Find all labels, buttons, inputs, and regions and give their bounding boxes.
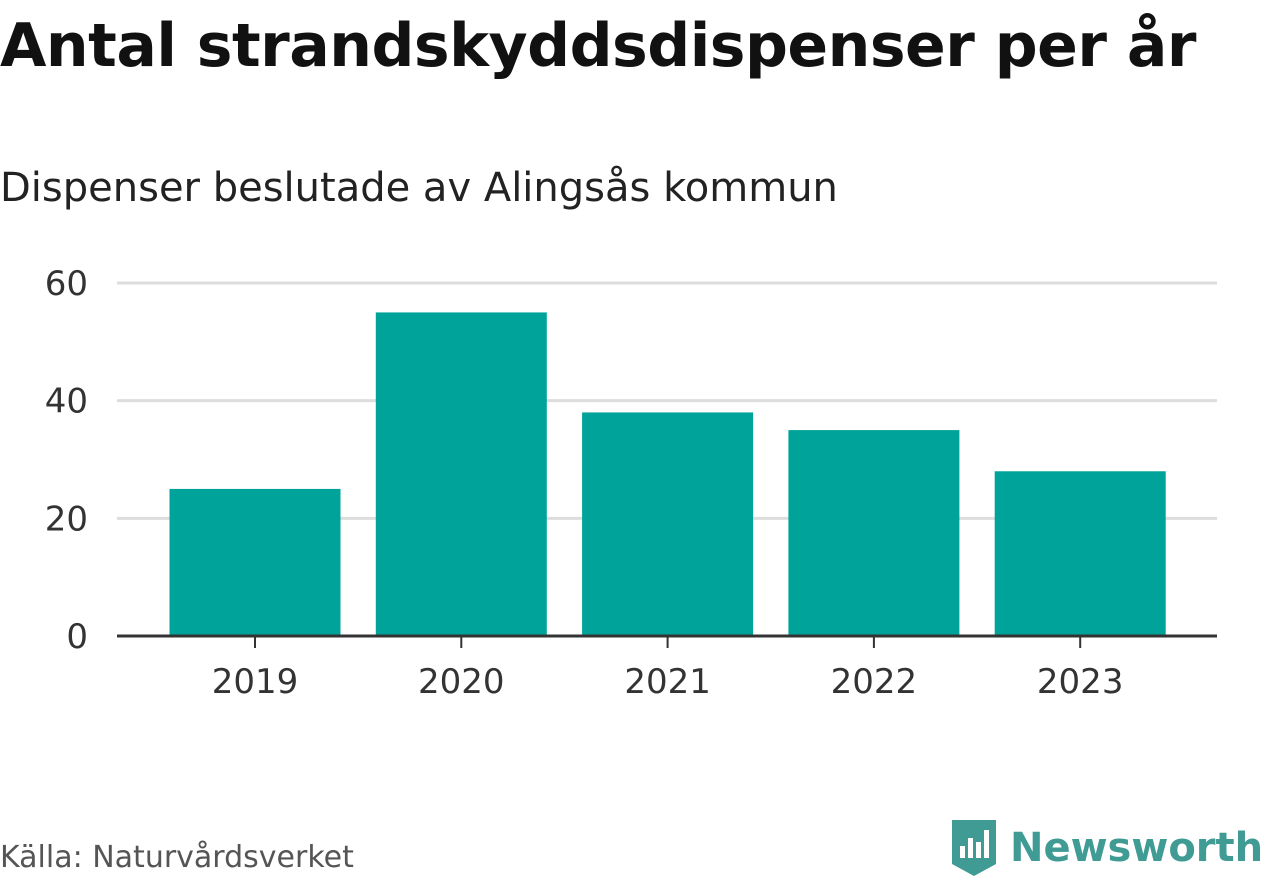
x-tick-label: 2022	[831, 662, 918, 702]
newsworthy-logo-icon	[952, 820, 996, 876]
x-tick-label: 2023	[1037, 662, 1124, 702]
bar	[582, 412, 754, 636]
chart-subtitle: Dispenser beslutade av Alingsås kommun	[0, 165, 838, 211]
brand-logo: Newsworthy	[950, 818, 1262, 878]
axes: 0 20 40 60 2019 2020 2021 2022 2023	[45, 264, 1217, 702]
chart-title: Antal strandskyddsdispenser per år	[0, 11, 1196, 81]
y-tick-label: 20	[45, 499, 88, 539]
brand-name: Newsworthy	[1010, 825, 1262, 871]
y-tick-label: 60	[45, 264, 88, 304]
bars	[169, 312, 1166, 636]
bar-chart: 0 20 40 60 2019 2020 2021 2022 2023	[45, 264, 1217, 702]
y-tick-label: 40	[45, 382, 88, 422]
bar	[169, 488, 341, 636]
bar	[375, 312, 547, 636]
bar	[994, 471, 1166, 636]
source-note: Källa: Naturvårdsverket	[0, 840, 354, 875]
bar	[788, 430, 960, 636]
x-tick-label: 2020	[418, 662, 505, 702]
x-tick-label: 2021	[624, 662, 711, 702]
x-tick-label: 2019	[212, 662, 299, 702]
y-tick-label: 0	[66, 617, 88, 657]
